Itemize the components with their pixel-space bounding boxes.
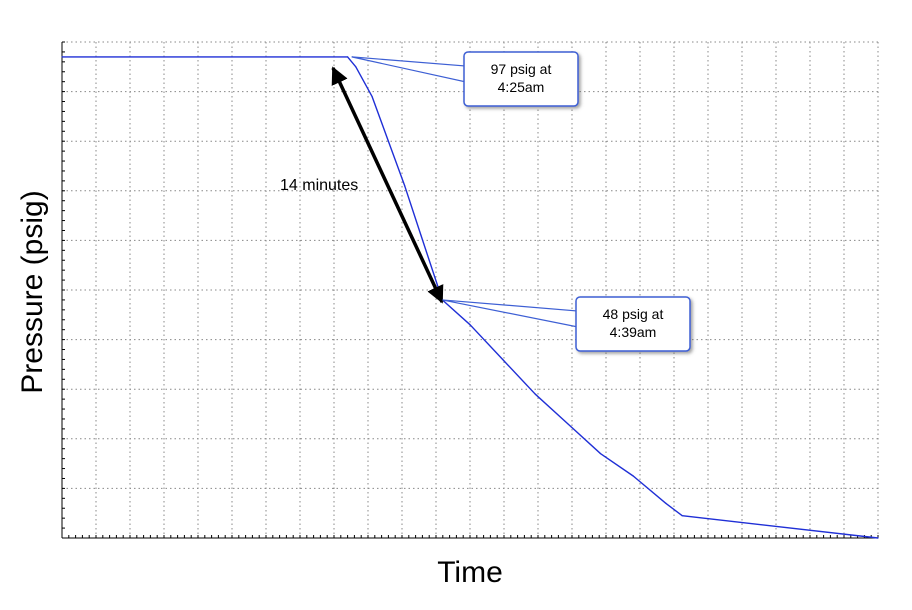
series-point [534,393,536,395]
callout-label: 97 psig at [491,61,552,77]
series-point [347,56,349,58]
series-point [599,453,602,455]
callout-pointer [351,56,467,83]
callouts: 97 psig at 4:25am 48 psig at 4:39am [351,51,691,352]
y-axis-title: Pressure (psig) [16,190,49,393]
callout-label: 48 psig at [603,306,664,322]
series-point [404,185,406,187]
series-point [387,140,389,142]
series-point [371,95,373,98]
series-point [665,502,667,504]
series-point [877,537,879,539]
series-point [632,475,634,477]
x-axis-title: Time [437,556,503,589]
axes [61,41,879,539]
duration-arrow [331,66,444,304]
series-point [502,358,504,361]
series-point [420,234,422,237]
series-point [681,515,683,517]
callout-pointer [442,299,579,328]
duration-label: 14 minutes [280,177,358,194]
callout-box [463,51,579,107]
series-point [355,66,357,68]
series-point [567,423,569,425]
callout-box [575,296,691,352]
series-point [61,56,63,58]
callout-label: 4:25am [498,79,545,95]
callout-label: 4:39am [610,324,657,340]
grid [62,41,879,538]
series-point [469,324,471,326]
